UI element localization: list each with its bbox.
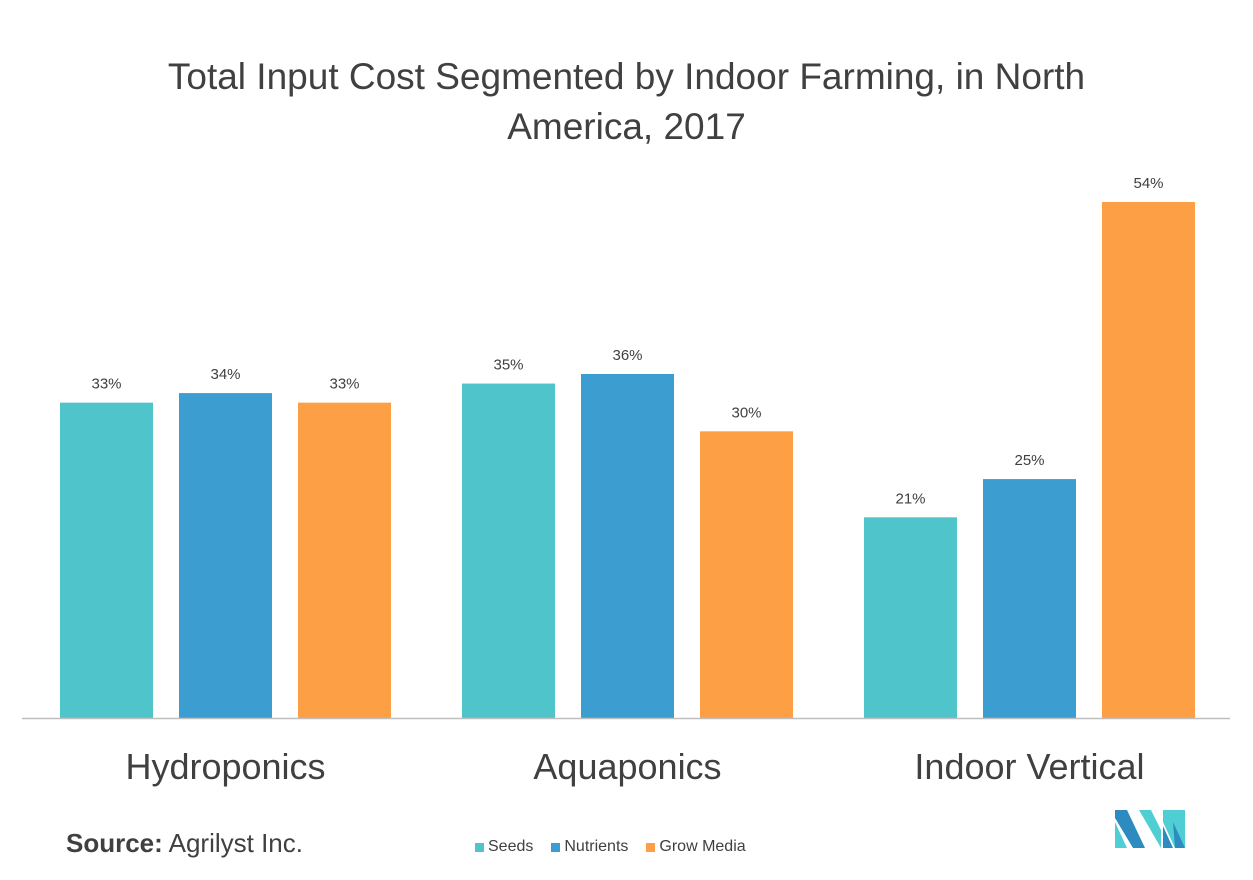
title-line-1: Total Input Cost Segmented by Indoor Far… — [167, 56, 1086, 97]
legend-label: Grow Media — [659, 838, 746, 855]
x-tick-label: Aquaponics — [533, 746, 721, 787]
bar-seeds — [462, 383, 555, 718]
x-tick-label: Hydroponics — [125, 746, 325, 787]
bar-seeds — [60, 402, 153, 718]
legend-swatch — [475, 842, 484, 852]
source-text: Agrilyst Inc. — [168, 828, 303, 858]
bar-seeds — [864, 517, 957, 718]
chart-title: Total Input Cost Segmented by Indoor Far… — [0, 52, 1253, 152]
data-label: 33% — [91, 376, 121, 393]
data-label: 30% — [731, 404, 761, 421]
bar-grow-media — [700, 431, 793, 718]
brand-logo-icon — [1115, 810, 1185, 848]
data-label: 36% — [612, 347, 642, 364]
data-label: 34% — [210, 366, 240, 383]
data-label: 35% — [493, 357, 523, 374]
legend: Seeds Nutrients Grow Media — [475, 838, 746, 856]
legend-item-nutrients: Nutrients — [551, 838, 628, 856]
legend-swatch — [646, 842, 656, 852]
bar-grow-media — [298, 402, 391, 718]
source-note: Source: Agrilyst Inc. — [66, 828, 303, 859]
legend-label: Seeds — [488, 838, 534, 855]
bar-nutrients — [581, 373, 674, 718]
legend-swatch — [551, 842, 561, 852]
title-line-2: America, 2017 — [507, 106, 746, 147]
data-label: 54% — [1133, 175, 1163, 192]
source-label: Source: — [66, 828, 163, 858]
bar-grow-media — [1102, 201, 1195, 718]
bar-nutrients — [983, 479, 1076, 718]
data-label: 33% — [329, 376, 359, 393]
legend-item-seeds: Seeds — [475, 838, 533, 856]
legend-label: Nutrients — [564, 838, 629, 855]
bar-nutrients — [179, 393, 272, 718]
legend-item-grow-media: Grow Media — [646, 838, 746, 856]
data-label: 21% — [895, 490, 925, 507]
data-label: 25% — [1014, 452, 1044, 469]
x-tick-label: Indoor Vertical — [914, 746, 1144, 787]
